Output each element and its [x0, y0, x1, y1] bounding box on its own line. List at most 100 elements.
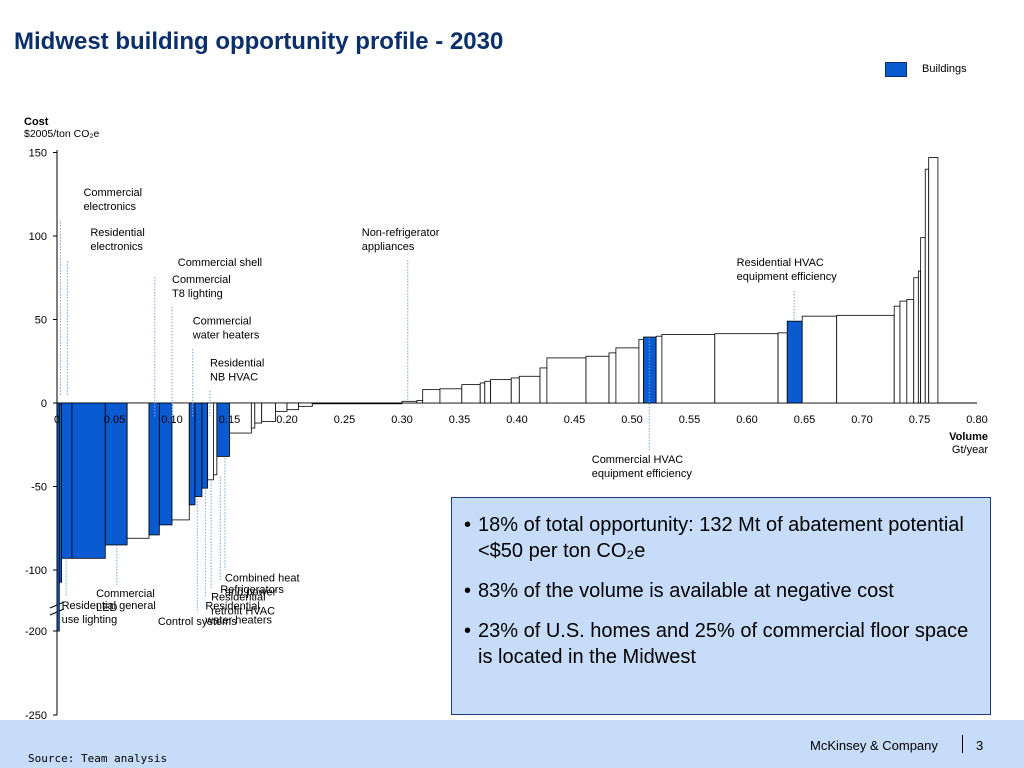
annotation-label: Commercial	[83, 187, 142, 199]
bar	[422, 389, 441, 404]
annotation-label: electronics	[90, 241, 143, 253]
annotation-label: Residential	[90, 227, 144, 239]
x-tick-label: 0.55	[679, 414, 700, 426]
bar	[546, 357, 587, 404]
bar	[286, 402, 299, 411]
y-tick-label: -250	[25, 710, 47, 720]
bar-highlighted	[194, 402, 203, 497]
x-tick-label: 0.70	[851, 414, 872, 426]
annotation-label: Non-refrigerator	[362, 227, 440, 239]
bar	[893, 305, 901, 404]
annotation-label: Residential	[205, 601, 259, 613]
bar	[655, 335, 663, 404]
company-name: McKinsey & Company	[810, 738, 938, 753]
bar	[311, 402, 403, 405]
annotation-label: Combined heat	[225, 573, 300, 585]
info-bullet: 18% of total opportunity: 132 Mt of abat…	[464, 512, 978, 564]
annotation-label: and power	[225, 587, 277, 599]
bar	[585, 355, 610, 404]
x-tick-label: 0.65	[794, 414, 815, 426]
bar	[899, 300, 908, 404]
legend-swatch-buildings	[885, 62, 907, 77]
bar	[207, 402, 214, 481]
annotation-label: Commercial	[193, 316, 252, 328]
bar	[518, 375, 541, 404]
bar-highlighted	[71, 402, 106, 559]
annotation-label: Residential HVAC	[737, 257, 824, 269]
annotation-label: retrofit HVAC	[211, 606, 275, 618]
bar-highlighted	[188, 402, 196, 506]
x-axis-unit: Gt/year	[952, 444, 988, 456]
x-tick-label: 0.50	[621, 414, 642, 426]
source-note: Source: Team analysis	[28, 752, 168, 765]
footer-divider	[962, 735, 963, 753]
x-tick-label: 0.05	[104, 414, 125, 426]
annotation-label: Commercial HVAC	[592, 454, 684, 466]
bar-highlighted	[786, 320, 803, 404]
annotation-label: water heaters	[192, 330, 260, 342]
annotation-label: T8 lighting	[172, 288, 223, 300]
bar	[416, 400, 424, 404]
bar	[212, 402, 218, 476]
bar	[126, 402, 150, 539]
y-tick-label: 0	[41, 398, 47, 410]
bar	[928, 157, 939, 404]
annotation-label: Control systems	[158, 616, 237, 628]
x-tick-label: 0.35	[449, 414, 470, 426]
y-axis-unit: $2005/ton CO₂e	[24, 128, 99, 140]
bar-highlighted	[643, 336, 657, 404]
y-tick-label: -100	[25, 565, 47, 577]
x-tick-label: 0.20	[276, 414, 297, 426]
x-tick-label: 0.10	[161, 414, 182, 426]
annotation-label: appliances	[362, 241, 415, 253]
x-tick-label: 0.30	[391, 414, 412, 426]
bar	[490, 379, 512, 404]
legend-label-buildings: Buildings	[922, 63, 967, 75]
bar	[638, 339, 644, 404]
bar	[801, 315, 838, 404]
y-tick-label: 150	[29, 148, 47, 160]
annotation-label: use lighting	[62, 614, 118, 626]
bar	[836, 314, 895, 404]
bar	[539, 367, 548, 404]
annotation-label: Residential	[211, 592, 265, 604]
bar-highlighted	[61, 402, 73, 559]
x-tick-label: 0.60	[736, 414, 757, 426]
annotation-label: Refrigerators	[220, 584, 284, 596]
x-tick-label: 0.40	[506, 414, 527, 426]
y-tick-label: 50	[35, 315, 47, 327]
info-bullet: 83% of the volume is available at negati…	[464, 578, 978, 604]
bar	[484, 380, 491, 404]
info-box: 18% of total opportunity: 132 Mt of abat…	[451, 497, 991, 715]
bar	[608, 352, 617, 404]
bar	[714, 333, 779, 404]
x-tick-label: 0.25	[334, 414, 355, 426]
abatement-cost-curve-chart: Cost$2005/ton CO₂e 150 100 50 0 -50 -100 -200 -2…	[24, 116, 988, 720]
bar	[261, 402, 276, 422]
x-tick-label: 0.75	[909, 414, 930, 426]
bar	[250, 402, 256, 429]
y-tick-label: 100	[29, 231, 47, 243]
annotation-label: water heaters	[204, 615, 272, 627]
bar	[510, 377, 520, 404]
footer-band	[0, 720, 1024, 768]
y-axis-title: Cost	[24, 116, 49, 128]
y-tick-label: -200	[25, 626, 47, 638]
x-tick-label: 0.45	[564, 414, 585, 426]
page-number: 3	[976, 738, 984, 753]
bar	[924, 168, 930, 404]
annotation-label: Commercial	[96, 588, 155, 600]
x-tick-label: 0.15	[219, 414, 240, 426]
bar	[254, 402, 263, 424]
bar	[777, 332, 788, 404]
annotation-label: NB HVAC	[210, 371, 258, 383]
annotation-label: LED	[96, 602, 117, 614]
annotation-label: electronics	[83, 201, 136, 213]
bar	[479, 382, 486, 404]
bar	[906, 299, 915, 404]
annotation-label: equipment efficiency	[592, 468, 693, 480]
annotation-label: Commercial shell	[178, 257, 262, 269]
annotation-label: equipment efficiency	[737, 271, 838, 283]
x-tick-label: 0.80	[966, 414, 987, 426]
bar	[439, 388, 463, 404]
